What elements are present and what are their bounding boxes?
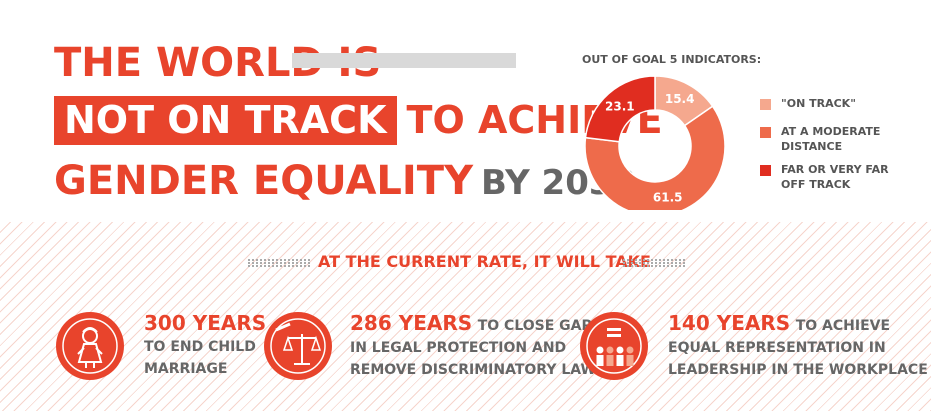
stat-legal-protection-lead: TO CLOSE GAPS <box>477 318 602 334</box>
donut-label-moderate: 61.5 <box>653 190 683 204</box>
stat-leadership-lead: TO ACHIEVE <box>795 318 891 334</box>
decorative-gray-bar <box>292 53 516 68</box>
donut-chart: 15.4 61.5 23.1 <box>584 75 726 210</box>
legend-label-far-off-line-2: OFF TRACK <box>781 178 851 191</box>
stat-child-marriage-text: 300 YEARS TO END CHILD MARRIAGE <box>144 310 266 380</box>
rate-heading: AT THE CURRENT RATE, IT WILL TAKE <box>318 252 651 271</box>
decorative-dots-right <box>623 259 685 267</box>
legend-swatch-on-track <box>760 99 771 110</box>
scales-of-justice-icon <box>264 312 332 380</box>
stat-child-marriage-years: 300 YEARS <box>144 311 267 335</box>
legend-label-moderate: AT A MODERATE DISTANCE <box>781 124 880 154</box>
headline-line-3: GENDER EQUALITY BY 2030 <box>54 158 636 204</box>
legend-label-on-track: "ON TRACK" <box>781 97 856 110</box>
stat-leadership-line-3: LEADERSHIP IN THE WORKPLACE <box>668 362 928 378</box>
stat-child-marriage-line-3: MARRIAGE <box>144 361 228 377</box>
stat-leadership-years: 140 YEARS <box>668 311 791 335</box>
hatched-background-band <box>0 222 931 411</box>
stat-leadership-text: 140 YEARS TO ACHIEVE EQUAL REPRESENTATIO… <box>668 310 928 381</box>
legend-swatch-moderate <box>760 127 771 138</box>
stat-legal-protection-line-1: 286 YEARS TO CLOSE GAPS <box>350 310 606 337</box>
highlight-not-on-track: NOT ON TRACK <box>54 96 397 145</box>
stat-leadership-line-1: 140 YEARS TO ACHIEVE <box>668 310 928 337</box>
equal-representation-icon <box>580 312 648 380</box>
legend-label-far-off-line-1: FAR OR VERY FAR <box>781 163 889 176</box>
stat-legal-protection-years: 286 YEARS <box>350 311 473 335</box>
legend-label-moderate-line-1: AT A MODERATE <box>781 125 881 138</box>
headline-gender-equality: GENDER EQUALITY <box>54 158 474 204</box>
donut-slice-far-off <box>584 75 656 143</box>
child-bride-icon <box>56 312 124 380</box>
donut-label-on-track: 15.4 <box>665 92 695 106</box>
rate-heading-row: AT THE CURRENT RATE, IT WILL TAKE <box>0 252 931 276</box>
stat-legal-protection-line-2: IN LEGAL PROTECTION AND <box>350 340 567 356</box>
stat-legal-protection-line-3: REMOVE DISCRIMINATORY LAWS <box>350 362 606 378</box>
legend-swatch-far-off <box>760 165 771 176</box>
donut-slice-moderate <box>584 105 726 210</box>
decorative-dots-left <box>248 259 310 267</box>
stat-leadership-line-2: EQUAL REPRESENTATION IN <box>668 340 886 356</box>
donut-label-far-off: 23.1 <box>605 99 635 113</box>
legend-label-far-off: FAR OR VERY FAR OFF TRACK <box>781 162 889 192</box>
stat-legal-protection-text: 286 YEARS TO CLOSE GAPS IN LEGAL PROTECT… <box>350 310 606 381</box>
stat-child-marriage-line-2: TO END CHILD <box>144 339 256 355</box>
legend-label-moderate-line-2: DISTANCE <box>781 140 843 153</box>
chart-title: OUT OF GOAL 5 INDICATORS: <box>582 53 762 66</box>
